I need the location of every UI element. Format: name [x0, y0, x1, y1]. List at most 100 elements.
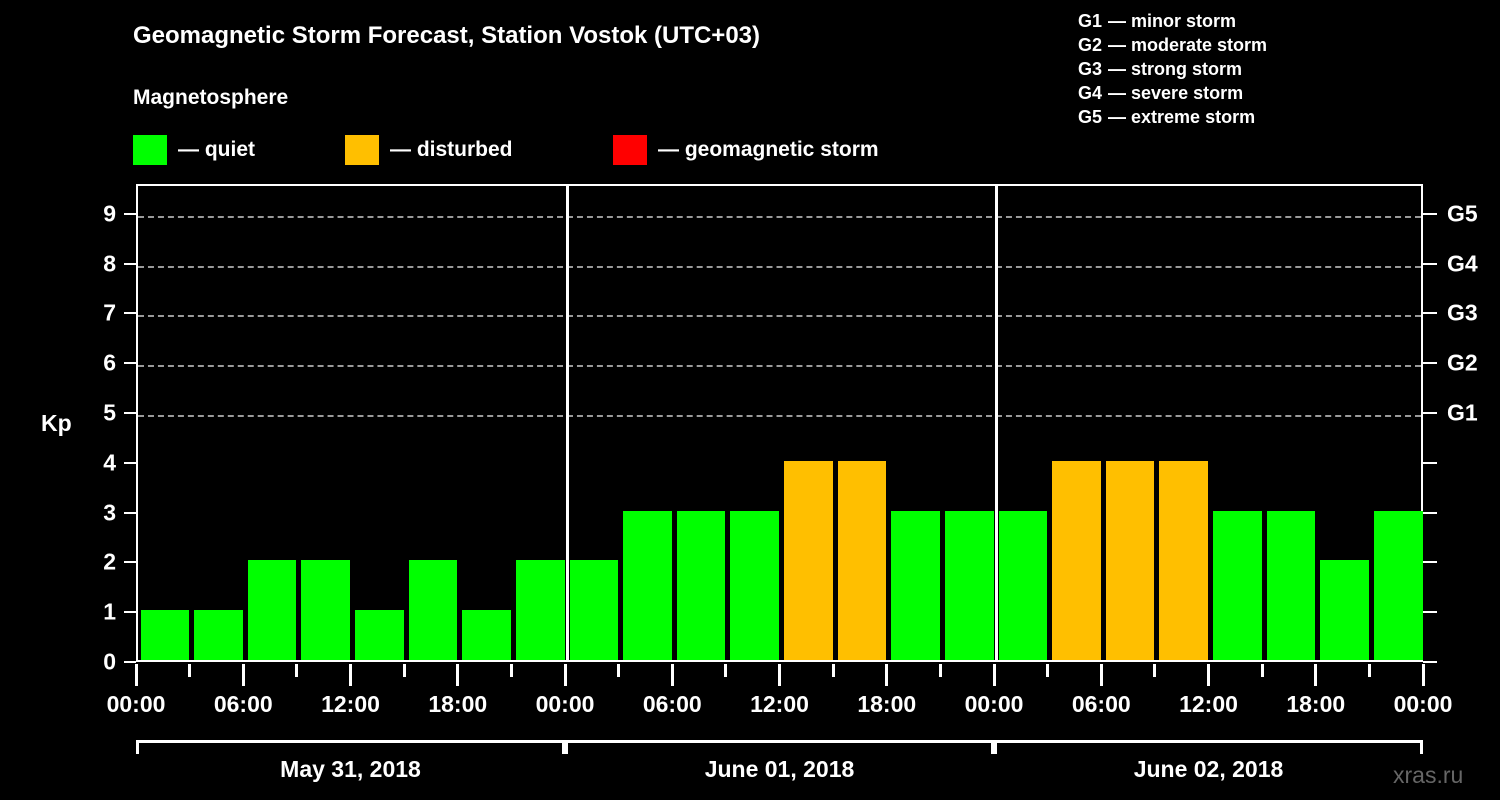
date-bracket-2 [565, 740, 994, 754]
bar [194, 610, 243, 660]
bar [676, 510, 726, 660]
y-tick-mark-1 [124, 611, 136, 614]
bar [1266, 510, 1316, 660]
x-tick-label-10: 12:00 [1179, 691, 1238, 717]
bar [784, 460, 833, 660]
g-scale-row-g4: G4— severe storm [1078, 81, 1267, 105]
y-tick-label-8: 8 [103, 250, 116, 277]
bar [247, 560, 297, 660]
date-label-1: May 31, 2018 [280, 756, 421, 782]
date-bracket-3 [994, 740, 1423, 754]
day-separator-2 [994, 186, 998, 660]
gridline-kp-8 [138, 265, 1421, 268]
bar [1159, 460, 1208, 660]
x-tick-10 [670, 664, 674, 686]
right-tick-mark-kp-2 [1423, 561, 1437, 564]
x-tick-8 [563, 664, 567, 686]
x-tick-label-11: 18:00 [1286, 691, 1346, 717]
legend-entry-quiet: — quiet [133, 131, 255, 169]
bar [1105, 460, 1155, 660]
bar [730, 510, 779, 660]
plot-inner [138, 186, 1423, 660]
g-scale-row-g5: G5— extreme storm [1078, 105, 1267, 129]
x-tick-label-5: 06:00 [642, 691, 702, 717]
x-tick-label-9: 06:00 [1071, 691, 1131, 717]
right-tick-mark-kp-5 [1423, 412, 1437, 415]
y-tick-label-2: 2 [103, 548, 116, 575]
bar [355, 610, 404, 660]
y-tick-label-3: 3 [103, 499, 116, 526]
y-tick-mark-2 [124, 561, 136, 564]
x-tick-0 [134, 664, 138, 686]
y-axis-label: Kp [41, 410, 72, 436]
x-tick-17 [1046, 664, 1050, 677]
right-tick-mark-kp-4 [1423, 461, 1437, 464]
gridline-kp-5 [138, 415, 1421, 418]
g-scale-label-g2: — moderate storm [1108, 35, 1268, 55]
y-tick-label-4: 4 [103, 449, 116, 476]
bar [1052, 460, 1101, 660]
x-tick-19 [1153, 664, 1157, 677]
g-axis-label-g1: G1 [1447, 399, 1478, 426]
date-bracket-1 [136, 740, 565, 754]
right-tick-mark-kp-0 [1423, 661, 1437, 663]
x-tick-18 [1099, 664, 1103, 686]
bar [408, 560, 458, 660]
x-tick-6 [456, 664, 460, 686]
g-scale-row-g1: G1— minor storm [1078, 9, 1267, 33]
y-tick-label-1: 1 [103, 598, 116, 625]
x-tick-label-8: 00:00 [964, 691, 1024, 717]
y-tick-mark-5 [124, 412, 136, 415]
g-scale-code-g3: G3 [1078, 59, 1103, 79]
g-scale-legend: G1— minor storm G2— moderate storm G3— str… [1078, 9, 1267, 129]
g-scale-code-g2: G2 [1078, 35, 1103, 55]
g-scale-code-g1: G1 [1078, 11, 1103, 31]
x-tick-label-7: 18:00 [857, 691, 917, 717]
date-label-3: June 02, 2018 [1133, 756, 1284, 782]
y-tick-mark-6 [124, 362, 136, 365]
x-tick-label-3: 18:00 [428, 691, 488, 717]
legend-label-geomagnetic-storm: — geomagnetic storm [658, 138, 879, 161]
x-tick-22 [1314, 664, 1318, 686]
x-tick-label-2: 12:00 [321, 691, 380, 717]
x-tick-label-6: 12:00 [750, 691, 809, 717]
x-tick-13 [831, 664, 835, 677]
bar [301, 560, 350, 660]
g-scale-row-g3: G3— strong storm [1078, 57, 1267, 81]
g-scale-code-g5: G5 [1078, 107, 1103, 127]
legend-swatch-quiet [133, 135, 167, 165]
x-tick-20 [1207, 664, 1210, 686]
bar [1213, 510, 1262, 660]
y-tick-label-7: 7 [103, 299, 116, 326]
right-tick-mark-kp-1 [1423, 611, 1437, 614]
legend-swatch-geomagnetic-storm [613, 135, 647, 165]
y-tick-mark-3 [124, 511, 136, 514]
g-axis-label-g3: G3 [1447, 299, 1478, 326]
right-tick-mark-kp-7 [1423, 312, 1437, 315]
x-tick-label-12: 00:00 [1393, 691, 1453, 717]
y-tick-label-9: 9 [103, 200, 116, 227]
bar [944, 510, 994, 660]
right-tick-mark-kp-3 [1423, 511, 1437, 514]
x-tick-15 [938, 664, 942, 677]
g-scale-label-g3: — strong storm [1108, 59, 1243, 79]
page-title: Geomagnetic Storm Forecast, Station Vost… [133, 22, 761, 49]
x-tick-1 [188, 664, 192, 677]
legend-entry-geomagnetic-storm: — geomagnetic storm [613, 131, 879, 169]
y-tick-mark-4 [124, 461, 136, 464]
bar [569, 560, 619, 660]
legend-label-quiet: — quiet [178, 138, 255, 161]
day-separator-1 [565, 186, 569, 660]
x-tick-21 [1260, 664, 1264, 677]
bar [998, 510, 1048, 660]
x-tick-24 [1421, 664, 1425, 686]
g-axis-label-g4: G4 [1447, 250, 1478, 277]
plot-area [136, 184, 1423, 662]
g-axis-label-g5: G5 [1447, 200, 1478, 227]
g-scale-label-g5: — extreme storm [1108, 107, 1256, 127]
g-scale-code-g4: G4 [1078, 83, 1103, 103]
y-tick-label-6: 6 [103, 349, 116, 376]
y-tick-label-5: 5 [103, 399, 116, 426]
bar [1373, 510, 1423, 660]
y-tick-mark-0 [124, 661, 136, 663]
